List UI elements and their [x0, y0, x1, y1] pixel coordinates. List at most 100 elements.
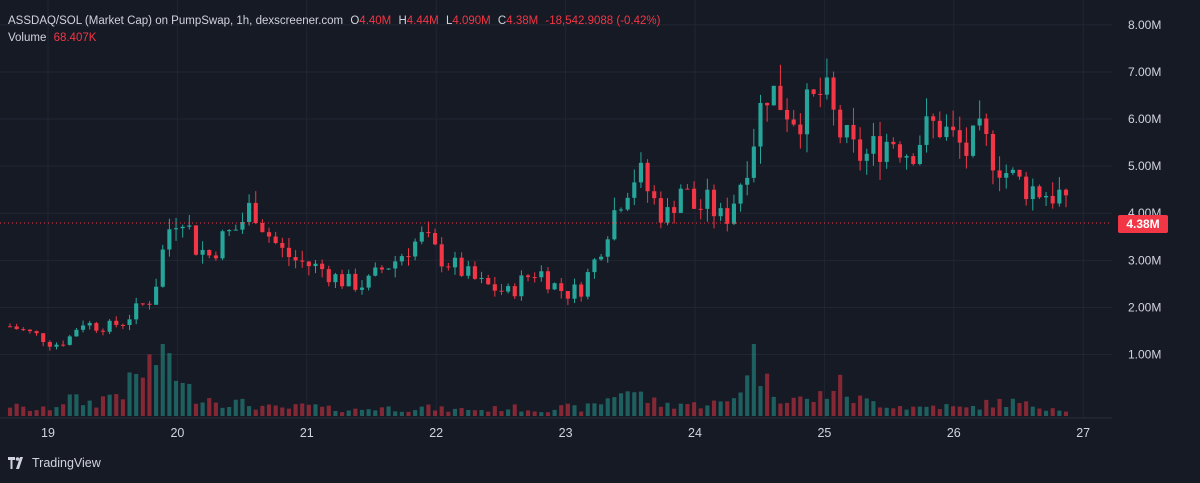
volume-bar	[572, 405, 577, 416]
volume-bar	[599, 404, 604, 416]
candle-body	[652, 191, 657, 199]
candle-body	[1050, 195, 1055, 204]
candle-body	[572, 284, 577, 299]
tradingview-logo-icon	[8, 457, 23, 469]
volume-bar	[67, 394, 72, 416]
volume-bar	[1017, 403, 1022, 416]
candle-body	[140, 303, 145, 305]
candles	[7, 58, 1069, 351]
volume-bar	[731, 398, 736, 416]
candle-body	[187, 225, 192, 227]
candle-body	[300, 260, 305, 262]
volume-bar	[353, 408, 358, 416]
volume-bar	[280, 407, 285, 416]
volume-bar	[944, 404, 949, 416]
tradingview-brand[interactable]: TradingView	[8, 455, 101, 471]
candle-body	[831, 77, 836, 110]
volume-bar	[977, 409, 982, 416]
candle-body	[134, 303, 139, 320]
candle-body	[525, 275, 531, 278]
candle-body	[937, 120, 942, 138]
volume-bar	[632, 392, 637, 416]
volume-bar	[486, 411, 491, 416]
volume-bar	[871, 401, 876, 416]
candle-body	[379, 267, 384, 270]
volume-bar	[207, 398, 212, 416]
volume-bar	[525, 410, 531, 416]
volume-bar	[41, 406, 46, 416]
candle-body	[7, 326, 13, 328]
candle-body	[326, 269, 331, 283]
volume-bar	[266, 404, 272, 416]
volume-bar	[386, 406, 391, 416]
candle-body	[446, 266, 451, 268]
candle-body	[472, 266, 477, 279]
candle-body	[705, 189, 710, 209]
x-tick-label: 25	[817, 426, 831, 440]
volume-bar	[413, 410, 418, 416]
candle-body	[1044, 195, 1049, 198]
candle-body	[220, 231, 225, 259]
candle-body	[193, 225, 199, 255]
volume-bar	[685, 404, 690, 416]
volume-bar	[638, 391, 644, 416]
volume-bar	[559, 405, 564, 416]
candle-body	[227, 230, 232, 232]
grid	[0, 0, 1112, 418]
volume-bar	[220, 407, 225, 416]
candle-body	[692, 188, 697, 209]
volume-bar	[645, 402, 650, 416]
volume-bar	[247, 406, 252, 416]
volume-bar	[605, 398, 610, 416]
brand-name: TradingView	[32, 456, 101, 470]
candle-body	[778, 85, 783, 110]
volume-bar	[678, 403, 683, 416]
candle-body	[725, 208, 730, 224]
candle-body	[366, 275, 371, 288]
y-tick-label: 1.00M	[1128, 348, 1161, 362]
volume-bar	[957, 406, 962, 416]
candle-body	[539, 271, 544, 278]
candle-body	[432, 233, 438, 245]
candle-body	[399, 256, 404, 262]
candle-body	[658, 198, 663, 223]
volume-bar	[791, 397, 796, 416]
volume-bar	[838, 374, 843, 416]
candle-body	[240, 221, 245, 230]
close-key: C	[497, 15, 507, 27]
volume-bar	[1030, 406, 1035, 416]
volume-legend-row: Volume 68.407K	[8, 30, 660, 47]
candle-body	[957, 130, 962, 143]
candle-body	[1024, 176, 1029, 200]
candle-body	[61, 344, 66, 346]
volume-bar	[579, 411, 584, 416]
volume-bar	[692, 402, 697, 416]
volume-bar	[147, 354, 152, 416]
volume-bar	[300, 403, 305, 416]
volume-bar	[366, 409, 371, 416]
volume-bar	[585, 403, 590, 416]
time-axis[interactable]: 19 20 21 22 23 24 25 26 27	[41, 426, 1090, 440]
volume-bar	[479, 410, 484, 416]
candle-body	[200, 249, 205, 255]
candle-body	[154, 286, 159, 305]
volume-bar	[725, 401, 730, 416]
candle-body	[486, 277, 491, 285]
candle-body	[466, 266, 471, 276]
change-value: -18,542.9088 (-0.42%)	[545, 15, 661, 27]
candle-body	[492, 284, 497, 291]
volume-bar	[452, 408, 458, 416]
candle-body	[738, 184, 743, 204]
volume-bar	[293, 404, 298, 416]
volume-bar	[798, 396, 803, 416]
volume-bar	[811, 401, 816, 416]
volume-bar	[997, 398, 1002, 416]
current-price-tag: 4.38M	[1118, 215, 1168, 233]
candle-body	[944, 126, 949, 138]
volume-bar	[240, 398, 245, 416]
volume-bar	[904, 409, 909, 416]
candle-body	[353, 273, 358, 290]
